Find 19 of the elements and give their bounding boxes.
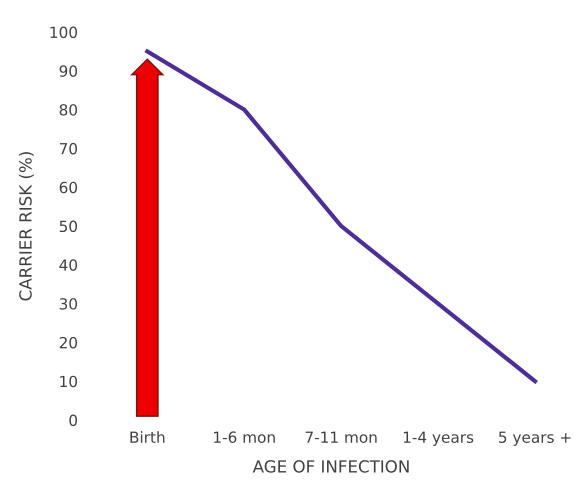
y-tick-label: 30	[60, 298, 78, 310]
y-tick-label: 70	[60, 142, 78, 154]
y-tick-label: 20	[60, 336, 78, 348]
line-series	[145, 49, 538, 384]
y-tick-label: 0	[69, 414, 78, 426]
y-axis-title: CARRIER RISK (%)	[18, 152, 34, 300]
y-tick-label: 40	[59, 259, 78, 271]
y-tick-label: 90	[60, 65, 78, 77]
y-tick-label: 50	[60, 220, 78, 232]
x-tick-label: Birth	[130, 431, 164, 443]
x-tick-label: 1-6 mon	[214, 431, 275, 443]
x-tick-label: 5 years +	[499, 432, 571, 446]
x-axis-title: AGE OF INFECTION	[252, 460, 409, 473]
y-tick-label: 10	[60, 376, 78, 388]
x-tick-label: 1-4 years	[404, 432, 474, 446]
x-tick-label: 7-11 mon	[306, 432, 377, 443]
y-tick-label: 80	[60, 104, 78, 116]
y-tick-label: 60	[60, 182, 78, 194]
y-tick-label: 100	[50, 26, 78, 38]
